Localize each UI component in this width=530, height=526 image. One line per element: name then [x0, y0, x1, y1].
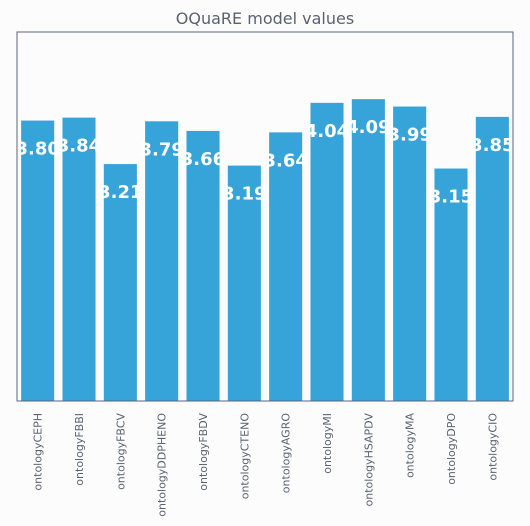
data-label-ontologyFBDV: 3.66 [181, 149, 225, 170]
data-label-ontologyAGRO: 3.64 [263, 150, 307, 171]
bar-ontologyMI [310, 102, 344, 401]
bar-ontologyFBDV [186, 130, 220, 401]
data-label-ontologyCTENO: 3.19 [222, 184, 266, 205]
x-tick-label-ontologyDDPHENO: ontologyDDPHENO [156, 413, 169, 517]
plot-frame [16, 31, 514, 402]
data-label-ontologyDDPHENO: 3.79 [139, 139, 183, 160]
bar-ontologyCEPH [21, 120, 55, 401]
bar-ontologyCTENO [227, 165, 261, 401]
bar-ontologyDPO [434, 168, 468, 401]
x-tick-label-ontologyCTENO: ontologyCTENO [238, 413, 251, 500]
x-tick-label-ontologyFBCV: ontologyFBCV [114, 413, 127, 490]
x-tick-labels-group: ontologyCEPH ontologyFBBI ontologyFBCV onto… [32, 413, 500, 517]
data-labels-group: 3.803.84 3.21 3.793.66 3.19 3.64 4.044.093.99… [15, 117, 514, 207]
data-label-ontologyFBCV: 3.21 [98, 182, 142, 203]
bar-ontologyHSAPDV [351, 99, 385, 401]
data-label-ontologyFBBI: 3.84 [57, 136, 101, 157]
x-tick-label-ontologyFBDV: ontologyFBDV [197, 413, 210, 491]
data-label-ontologyHSAPDV: 4.09 [346, 117, 390, 138]
bar-ontologyFBCV [103, 164, 137, 401]
bar-ontologyCIO [475, 116, 509, 402]
data-label-ontologyMA: 3.99 [387, 125, 431, 146]
chart-title: OQuaRE model values [176, 9, 354, 28]
bar-ontologyMA [393, 106, 427, 401]
bar-ontologyAGRO [269, 132, 303, 401]
data-label-ontologyDPO: 3.15 [429, 187, 473, 208]
x-tick-label-ontologyMA: ontologyMA [404, 413, 417, 479]
data-label-ontologyMI: 4.04 [305, 121, 349, 142]
bar-ontologyDDPHENO [145, 121, 179, 402]
x-tick-label-ontologyFBBI: ontologyFBBI [73, 413, 86, 486]
x-tick-label-ontologyAGRO: ontologyAGRO [280, 413, 293, 494]
bar-ontologyFBBI [62, 117, 96, 402]
x-tick-label-ontologyMI: ontologyMI [321, 413, 334, 474]
bars-group [21, 99, 509, 402]
x-tick-label-ontologyHSAPDV: ontologyHSAPDV [362, 413, 375, 507]
data-label-ontologyCEPH: 3.80 [15, 139, 59, 160]
x-tick-label-ontologyCEPH: ontologyCEPH [32, 413, 45, 491]
x-tick-label-ontologyDPO: ontologyDPO [445, 413, 458, 485]
x-tick-label-ontologyCIO: ontologyCIO [486, 413, 499, 481]
data-label-ontologyCIO: 3.85 [470, 135, 514, 156]
